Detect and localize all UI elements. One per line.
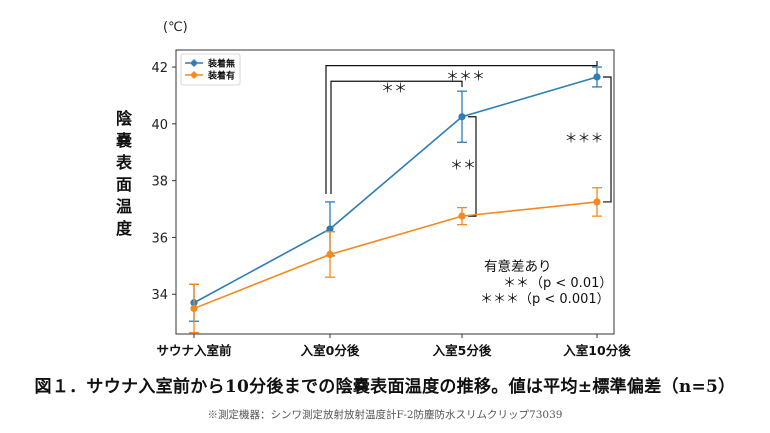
y-axis-title-char: 表 [115, 153, 133, 172]
y-tick-label: 40 [151, 118, 168, 133]
data-point [458, 113, 466, 121]
legend-label: 装着有 [207, 70, 235, 82]
unit-label: (℃) [163, 20, 188, 35]
y-axis-title-char: 嚢 [115, 131, 133, 150]
x-tick-label: 入室5分後 [433, 343, 492, 358]
data-point [458, 212, 466, 220]
y-tick-label: 38 [151, 175, 168, 190]
y-tick-label: 36 [151, 231, 168, 246]
series-with-device [189, 187, 602, 334]
data-point [326, 250, 334, 259]
series-line [193, 201, 598, 310]
bracket-label: ＊＊＊ [446, 70, 485, 85]
y-tick-label: 34 [151, 288, 168, 303]
measurement-note: ※測定機器：シンワ測定放射放射温度計F-2防塵防水スリムクリップ73039 [207, 409, 563, 421]
bracket-0min-10min [325, 61, 598, 194]
sig-legend-text: （p < 0.001） [519, 292, 610, 307]
y-axis-title-char: 度 [116, 219, 133, 238]
bracket-label: ＊＊ [450, 158, 476, 173]
data-point [593, 198, 601, 206]
data-point [190, 304, 198, 313]
data-point [593, 73, 601, 81]
bracket-0min-5min [330, 80, 463, 194]
data-series [189, 66, 602, 334]
figure-caption: 図１．サウナ入室前から10分後までの陰嚢表面温度の推移。値は平均±標準偏差（n=… [34, 377, 736, 397]
sig-legend-stars: ＊＊＊ [480, 292, 519, 307]
data-point [326, 225, 334, 233]
legend-label: 装着無 [207, 58, 235, 70]
bracket-label: ＊＊＊ [564, 131, 603, 146]
significance-brackets: ＊＊＊＊＊＊＊＊＊＊ [325, 61, 612, 217]
x-tick-label: 入室10分後 [563, 343, 631, 358]
y-axis-title-char: 温 [115, 197, 132, 216]
series-line [193, 76, 598, 304]
significance-legend: 有意差あり＊＊ （p < 0.01） ＊＊＊ （p < 0.001） [480, 258, 612, 307]
bracket-between-series [468, 116, 477, 217]
y-axis-title-char: 面 [116, 175, 132, 194]
sig-legend-title: 有意差あり [484, 258, 552, 275]
bracket-between-series [603, 76, 612, 203]
axis-ticks: 34 36 38 40 42 サウナ入室前 入室0分後 入室5分後 入室10分後 [151, 61, 631, 358]
plot-frame [175, 49, 615, 335]
y-axis-title-char: 陰 [116, 109, 133, 128]
bracket-label: ＊＊ [381, 82, 407, 97]
y-tick-label: 42 [151, 61, 168, 76]
sig-legend-stars: ＊＊ [503, 276, 529, 291]
y-axis-title: 陰嚢表面温度 [115, 109, 133, 238]
sig-legend-text: （p < 0.01） [530, 276, 612, 291]
x-tick-label: 入室0分後 [301, 343, 360, 358]
x-tick-label: サウナ入室前 [156, 343, 232, 358]
y-axis-label: 陰嚢表面温度 [115, 109, 133, 238]
